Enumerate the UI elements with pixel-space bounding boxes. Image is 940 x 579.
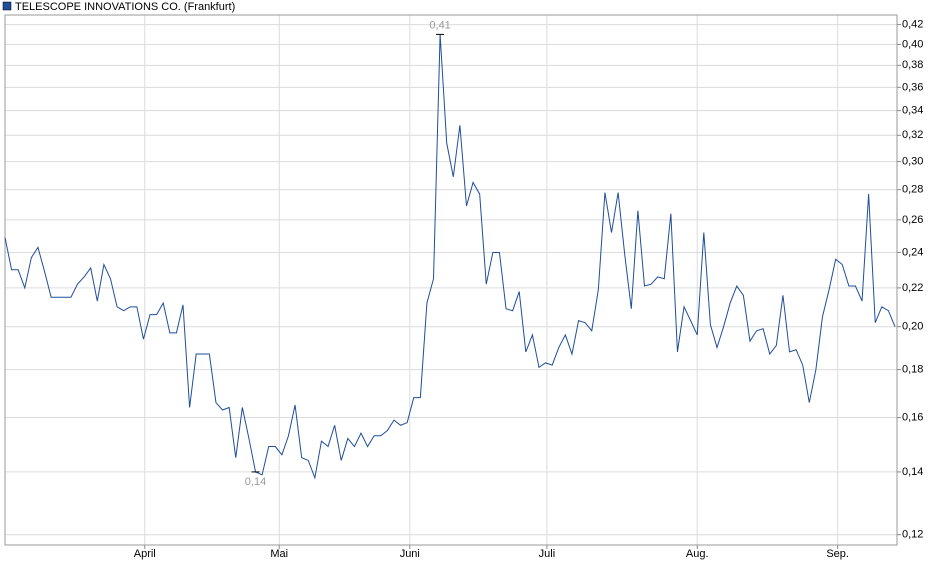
y-tick-label: 0,34 [902, 105, 923, 117]
plot-frame [4, 14, 898, 546]
y-tick-label: 0,30 [902, 155, 923, 167]
x-tick-label: Mai [270, 548, 288, 560]
annotation-label: 0,41 [429, 19, 450, 31]
y-tick-label: 0,20 [902, 321, 923, 333]
legend-swatch [2, 1, 12, 11]
x-tick-label: Juli [539, 548, 556, 560]
x-tick-label: Aug. [686, 548, 709, 560]
y-tick-label: 0,42 [902, 18, 923, 30]
y-tick-label: 0,40 [902, 38, 923, 50]
x-tick-label: Sep. [826, 548, 849, 560]
y-tick-label: 0,24 [902, 246, 923, 258]
y-tick-label: 0,14 [902, 466, 923, 478]
y-tick-label: 0,16 [902, 411, 923, 423]
price-line [4, 34, 896, 480]
y-tick-label: 0,36 [902, 81, 923, 93]
y-tick-label: 0,18 [902, 363, 923, 375]
annotation-label: 0,14 [245, 476, 266, 488]
y-tick-label: 0,38 [902, 59, 923, 71]
x-tick-label: Juni [400, 548, 420, 560]
y-tick-label: 0,28 [902, 184, 923, 196]
legend-label: TELESCOPE INNOVATIONS CO. (Frankfurt) [15, 1, 235, 13]
y-tick-label: 0,12 [902, 529, 923, 541]
x-tick-label: April [134, 548, 156, 560]
y-tick-label: 0,32 [902, 129, 923, 141]
y-tick-label: 0,22 [902, 282, 923, 294]
y-tick-label: 0,26 [902, 214, 923, 226]
